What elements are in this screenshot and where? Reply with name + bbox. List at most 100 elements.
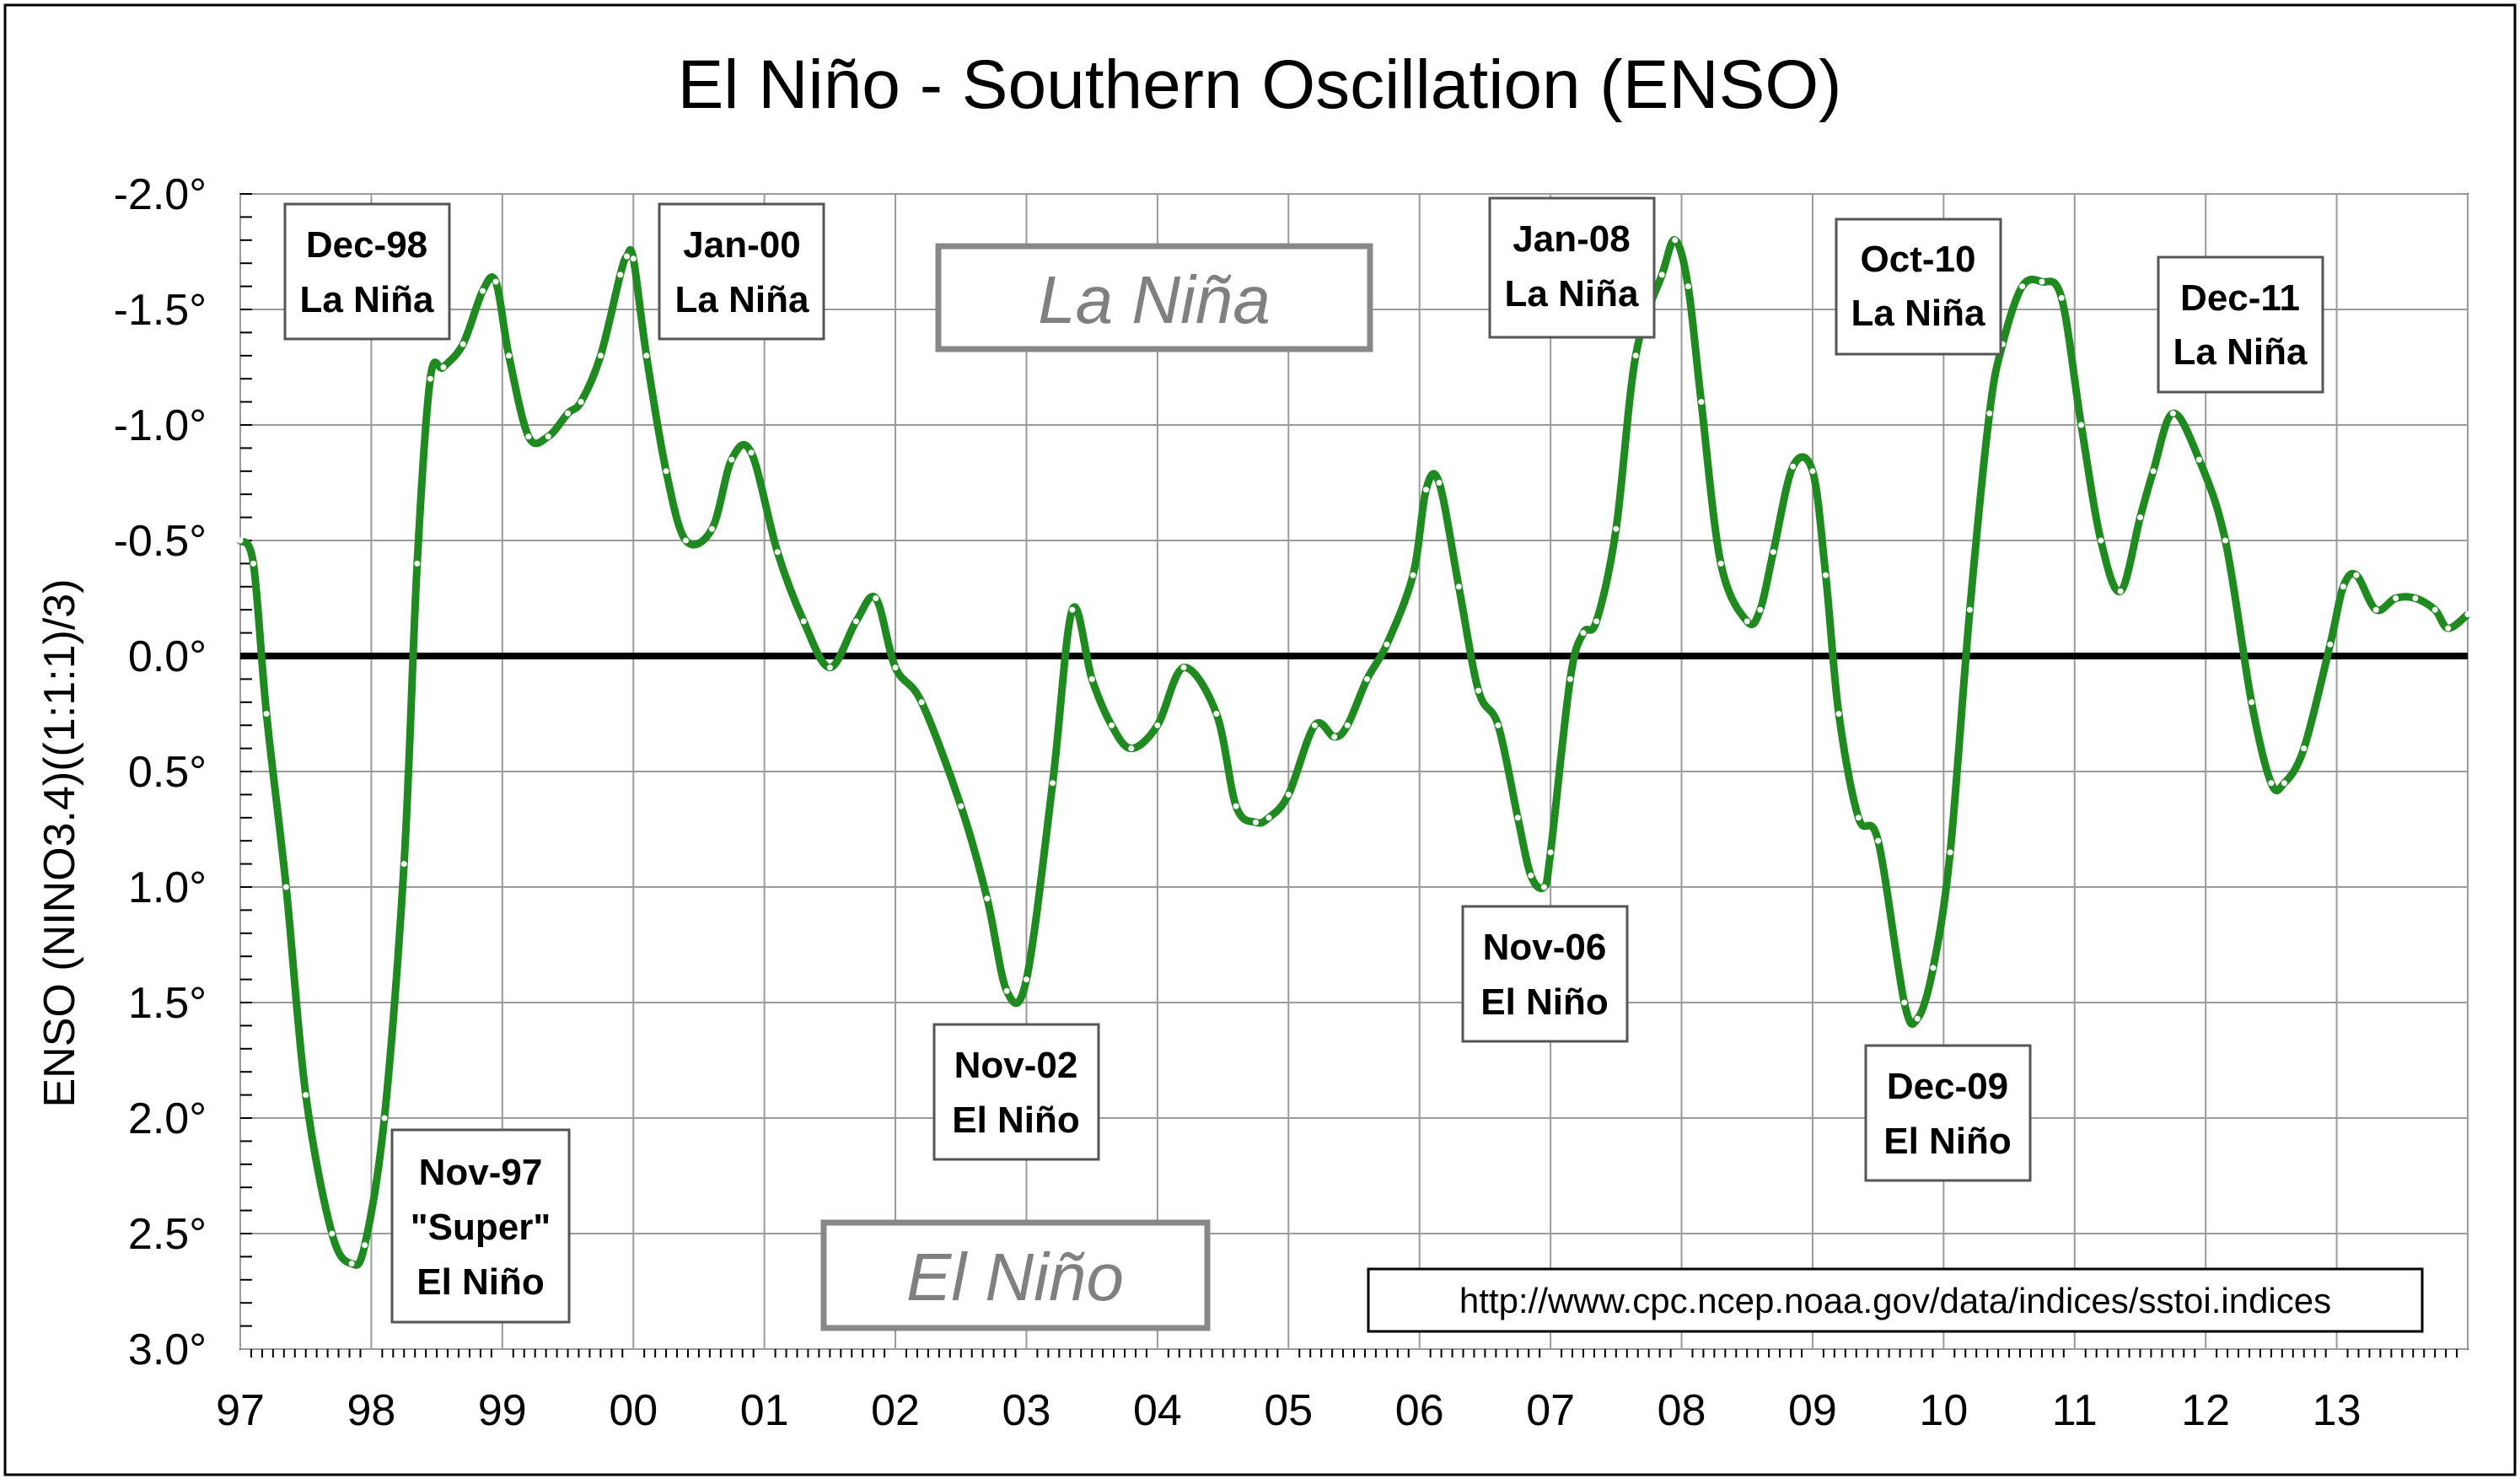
annotation-nov97-line2: "Super" (411, 1207, 551, 1248)
y-tick-label: 2.0° (128, 1094, 207, 1143)
enso-data-point (2301, 745, 2308, 752)
enso-data-point (630, 255, 637, 262)
y-tick-label: 0.5° (128, 748, 207, 797)
x-tick-label: 07 (1526, 1386, 1575, 1435)
enso-data-point (1455, 583, 1462, 590)
y-axis-label: ENSO (NINO3.4)((1:1:1)/3) (35, 578, 84, 1107)
enso-data-point (1540, 884, 1547, 890)
enso-data-point (643, 352, 650, 359)
enso-data-point (892, 664, 899, 671)
enso-data-point (1684, 283, 1691, 290)
x-tick-label: 08 (1658, 1386, 1706, 1435)
enso-data-point (1331, 734, 1338, 740)
annotation-jan08: Jan-08 La Niña (1488, 196, 1656, 339)
x-tick-label: 00 (609, 1386, 658, 1435)
enso-data-point (400, 861, 407, 868)
annotation-dec11-line1: Dec-11 (2180, 277, 2300, 319)
enso-data-point (748, 449, 755, 456)
enso-data-point (873, 595, 879, 601)
enso-data-point (1547, 849, 1554, 856)
enso-data-point (2327, 641, 2334, 648)
enso-data-point (329, 1230, 336, 1237)
chart-frame (3, 3, 2517, 1476)
enso-data-point (1285, 791, 1292, 798)
enso-data-point (1475, 687, 1482, 694)
enso-data-point (237, 537, 244, 544)
enso-data-point (1344, 722, 1351, 729)
enso-data-point (2117, 588, 2124, 594)
enso-data-point (1580, 630, 1587, 637)
enso-data-point (1069, 606, 1076, 613)
source-box: http://www.cpc.ncep.noaa.gov/data/indice… (1367, 1267, 2424, 1333)
annotation-jan08-line1: Jan-08 (1513, 218, 1630, 260)
enso-data-point (1717, 560, 1724, 567)
enso-data-point (2412, 595, 2419, 601)
enso-data-point (1914, 1015, 1921, 1022)
enso-data-point (250, 560, 257, 567)
annotation-nov06-line1: Nov-06 (1483, 927, 1607, 968)
enso-data-point (1265, 815, 1272, 821)
grid (239, 193, 2469, 1350)
enso-data-point (1790, 463, 1797, 470)
enso-data-point (708, 525, 715, 532)
enso-data-point (1213, 711, 1220, 717)
enso-data-point (459, 341, 466, 347)
annotation-jan00-line2: La Niña (675, 279, 809, 320)
enso-data-point (826, 664, 833, 671)
enso-data-point (506, 352, 513, 359)
enso-data-point (1822, 572, 1829, 578)
enso-data-point (1233, 803, 1239, 809)
annotation-nov06-line2: El Niño (1480, 981, 1609, 1023)
enso-data-point (381, 1115, 388, 1121)
enso-data-point (348, 1261, 355, 1267)
enso-data-point (1311, 722, 1318, 729)
annotation-nov97: Nov-97 "Super" El Niño (390, 1128, 571, 1324)
enso-data-point (414, 560, 421, 567)
x-tick-label: 03 (1002, 1386, 1051, 1435)
enso-data-point (263, 711, 270, 717)
enso-data-point (1632, 352, 1639, 359)
enso-data-point (774, 549, 781, 556)
enso-data-point (1835, 711, 1842, 717)
annotation-dec11-line2: La Niña (2173, 331, 2308, 373)
enso-data-point (2098, 537, 2104, 544)
enso-data-point (1180, 664, 1187, 671)
x-tick-label: 10 (1919, 1386, 1968, 1435)
enso-data-point (1514, 815, 1521, 821)
enso-data-point (492, 278, 499, 285)
enso-data-point (1088, 675, 1095, 682)
enso-data-point (2136, 514, 2143, 521)
enso-data-point (1003, 987, 1010, 994)
annotation-oct10: Oct-10 La Niña (1835, 218, 2002, 356)
enso-data-point (545, 433, 551, 440)
y-tick-label: 0.0° (128, 632, 207, 681)
enso-data-point (958, 803, 964, 809)
enso-data-point (2058, 294, 2065, 301)
annotation-dec98: Dec-98 La Niña (283, 202, 451, 341)
enso-data-point (2249, 699, 2255, 706)
x-tick-label: 05 (1264, 1386, 1313, 1435)
annotation-dec09-line2: El Niño (1883, 1121, 2012, 1162)
enso-data-point (2281, 780, 2287, 787)
y-tick-label: 1.5° (128, 979, 207, 1028)
enso-data-point (1875, 837, 1882, 844)
enso-data-point (663, 468, 669, 475)
enso-data-point (2150, 468, 2157, 475)
enso-data-point (1901, 999, 1908, 1006)
enso-data-point (2445, 625, 2452, 632)
annotation-jan00: Jan-00 La Niña (658, 202, 825, 341)
enso-data-point (1252, 819, 1259, 825)
enso-data-point (565, 410, 572, 417)
enso-data-point (623, 253, 630, 260)
enso-data-point (1658, 272, 1665, 278)
enso-data-point (2340, 583, 2346, 590)
y-tick-label: -0.5° (114, 517, 207, 566)
enso-data-point (525, 433, 532, 440)
enso-data-point (2169, 410, 2176, 417)
enso-data-point (617, 272, 624, 278)
enso-data-point (440, 364, 447, 370)
enso-data-point (1966, 606, 1973, 613)
annotation-nov02: Nov-02 El Niño (932, 1023, 1100, 1161)
